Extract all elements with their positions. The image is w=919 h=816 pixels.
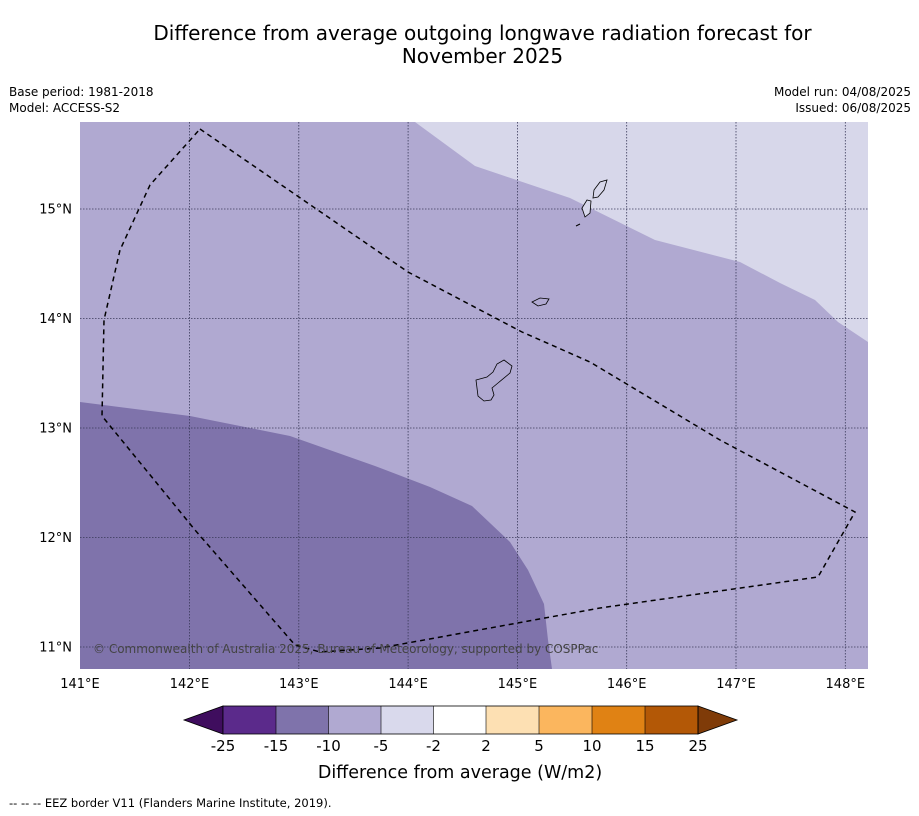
meta-left: Base period: 1981-2018 Model: ACCESS-S2 [9, 84, 154, 116]
lon-tick-labels: 141°E 142°E 143°E 144°E 145°E 146°E 147°… [60, 677, 865, 692]
colorbar-label: 2 [481, 737, 491, 755]
guam-island [475, 359, 513, 402]
colorbar-label: -5 [374, 737, 389, 755]
lon-tick-144: 144°E [388, 677, 428, 692]
lat-tick-13: 13°N [39, 422, 72, 437]
colorbar-segment [433, 706, 486, 734]
colorbar-segment [276, 706, 329, 734]
model-run-label: Model run: 04/08/2025 [773, 85, 911, 99]
model-label: Model: ACCESS-S2 [9, 101, 121, 115]
title-line-2: November 2025 [401, 44, 564, 68]
colorbar-extend-low [182, 705, 224, 735]
rota-island [531, 297, 550, 307]
lon-tick-145: 145°E [498, 677, 538, 692]
colorbar-title: Difference from average (W/m2) [318, 763, 602, 783]
colorbar-label: -15 [264, 737, 289, 755]
colorbar-segment [592, 706, 645, 734]
lon-tick-143: 143°E [279, 677, 319, 692]
chart-title: Difference from average outgoing longwav… [60, 22, 905, 68]
base-period-label: Base period: 1981-2018 [9, 85, 154, 99]
copyright-text: © Commonwealth of Australia 2025, Bureau… [93, 642, 598, 656]
colorbar-label: 25 [688, 737, 707, 755]
lat-tick-labels: 15°N 14°N 13°N 12°N 11°N [39, 203, 72, 656]
lon-tick-148: 148°E [826, 677, 866, 692]
colorbar-segment [645, 706, 698, 734]
title-line-1: Difference from average outgoing longwav… [153, 21, 812, 45]
colorbar-segment [486, 706, 539, 734]
tinian-island [581, 199, 592, 218]
colorbar-label: -25 [211, 737, 236, 755]
colorbar-label: 10 [582, 737, 601, 755]
saipan-island [592, 179, 608, 199]
colorbar: -25 -15 -10 -5 -2 2 5 10 15 25 Differenc… [182, 705, 739, 783]
colorbar-dividers [275, 706, 646, 734]
lon-tick-147: 147°E [716, 677, 756, 692]
map-area: © Commonwealth of Australia 2025, Bureau… [80, 122, 868, 669]
graticule [80, 122, 868, 669]
lat-tick-15: 15°N [39, 203, 72, 218]
lon-tick-142: 142°E [170, 677, 210, 692]
lat-tick-14: 14°N [39, 312, 72, 327]
eez-border [101, 128, 857, 653]
colorbar-segment [539, 706, 592, 734]
anomaly-band-light [415, 122, 868, 342]
footer-note: -- -- -- EEZ border V11 (Flanders Marine… [9, 796, 332, 810]
aguijan-island [575, 223, 581, 227]
meta-right: Model run: 04/08/2025 Issued: 06/08/2025 [774, 84, 911, 116]
colorbar-label: 15 [635, 737, 654, 755]
colorbar-segment [223, 706, 276, 734]
colorbar-label: 5 [534, 737, 544, 755]
colorbar-segment [328, 706, 381, 734]
lat-tick-11: 11°N [39, 641, 72, 656]
colorbar-extend-high [697, 705, 739, 735]
colorbar-label: -2 [426, 737, 441, 755]
lat-tick-12: 12°N [39, 531, 72, 546]
colorbar-segment [381, 706, 434, 734]
anomaly-band-dark [80, 402, 552, 669]
colorbar-label: -10 [316, 737, 341, 755]
colorbar-labels: -25 -15 -10 -5 -2 2 5 10 15 25 [211, 737, 708, 755]
issued-label: Issued: 06/08/2025 [795, 101, 911, 115]
lon-tick-146: 146°E [607, 677, 647, 692]
colorbar-outline [222, 705, 699, 735]
lon-tick-141: 141°E [60, 677, 100, 692]
